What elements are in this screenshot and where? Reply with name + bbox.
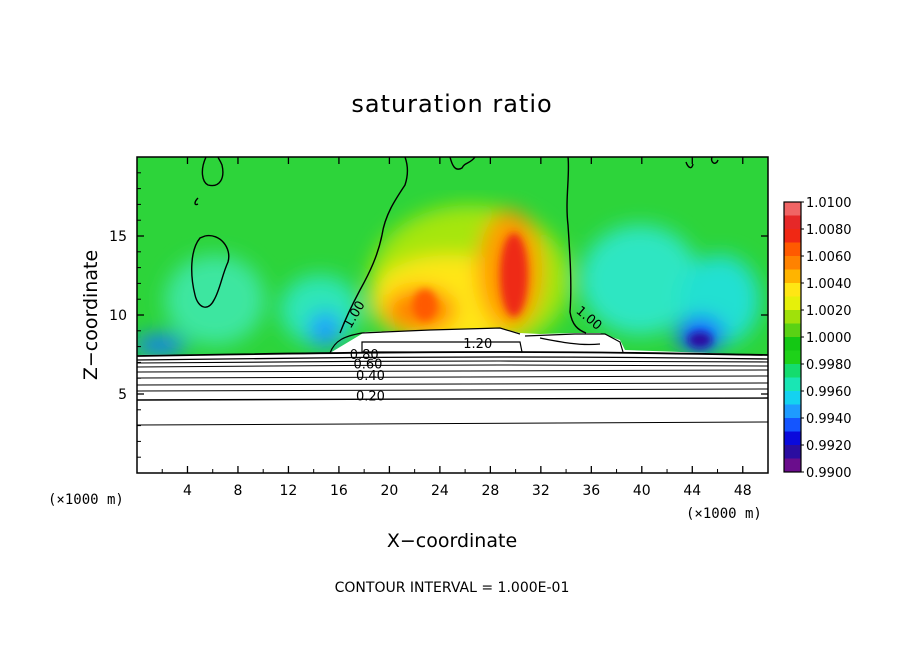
colorbar-label: 1.0040 (806, 277, 852, 292)
colorbar-swatch (784, 229, 801, 243)
y-axis: 5 10 15 (109, 172, 768, 458)
colorbar-label: 1.0080 (806, 223, 852, 238)
colorbar-swatch (784, 283, 801, 297)
x-tick-label: 44 (683, 483, 701, 499)
colorbar-label: 0.9960 (806, 385, 852, 400)
contour-label: 0.60 (353, 358, 382, 373)
colorbar-swatch (784, 377, 801, 391)
field-blue-left (137, 335, 186, 355)
contour-label-text: 0.20 (356, 389, 385, 404)
x-tick-label: 16 (330, 483, 348, 499)
contour-label-text: 0.60 (353, 358, 382, 373)
colorbar-label: 1.0060 (806, 250, 852, 265)
y-tick-label: 15 (109, 229, 127, 245)
colorbar-swatch (784, 310, 801, 324)
colorbar-swatch (784, 458, 801, 472)
colorbar-swatch (784, 350, 801, 364)
x-unit-left: (×1000 m) (48, 492, 124, 508)
contours-1-00 (191, 157, 719, 334)
colorbar-swatch (784, 256, 801, 270)
colorbar-swatch (784, 269, 801, 283)
colorbar-swatch (784, 418, 801, 432)
cloud-contours (329, 327, 624, 354)
colorbar-swatch (784, 404, 801, 418)
colorbar-swatch (784, 296, 801, 310)
x-tick-label: 4 (183, 483, 192, 499)
colorbar-swatch (784, 391, 801, 405)
contour-label: 1.20 (463, 337, 492, 352)
x-tick-label: 20 (380, 483, 398, 499)
y-tick-label: 5 (118, 387, 127, 403)
colorbar-swatch (784, 242, 801, 256)
colorbar-swatch (784, 364, 801, 378)
x-tick-label: 40 (633, 483, 651, 499)
y-tick-label: 10 (109, 308, 127, 324)
field-blue-mid (309, 312, 341, 348)
colorbar-label: 0.9920 (806, 439, 852, 454)
x-tick-label: 8 (233, 483, 242, 499)
x-tick-label: 32 (532, 483, 550, 499)
colorbar-label: 1.0020 (806, 304, 852, 319)
contour-label-text: 1.20 (463, 337, 492, 352)
y-axis-label: Z−coordinate (80, 250, 102, 380)
field-cyan-right (580, 225, 700, 335)
field-red-core (500, 233, 528, 317)
colorbar-label: 1.0100 (806, 196, 852, 211)
x-axis-label: X−coordinate (387, 530, 517, 552)
colorbar-swatch (784, 431, 801, 445)
contour-label: 0.40 (356, 369, 385, 384)
x-unit-right: (×1000 m) (686, 506, 762, 522)
x-tick-label: 24 (431, 483, 449, 499)
x-tick-label: 28 (481, 483, 499, 499)
colorbar-swatch (784, 323, 801, 337)
contour-interval-note: CONTOUR INTERVAL = 1.000E-01 (335, 580, 570, 596)
contour-label: 0.80 (350, 348, 379, 363)
chart-title: saturation ratio (351, 90, 552, 118)
plot-area: 1.00 1.001.200.800.600.400.20 (137, 157, 768, 473)
x-tick-label: 36 (582, 483, 600, 499)
field-cyan-left (165, 255, 265, 345)
contour-label-text: 0.80 (350, 348, 379, 363)
colorbar-swatch (784, 445, 801, 459)
low-level-contours (137, 351, 768, 426)
contour-label-text: 0.40 (356, 369, 385, 384)
field-cores (413, 233, 712, 348)
colorbar-label: 0.9980 (806, 358, 852, 373)
x-tick-label: 48 (734, 483, 752, 499)
x-axis: 4 8 12 16 20 24 28 32 36 40 44 48 (161, 157, 752, 499)
field-red-low (413, 289, 437, 321)
colorbar-label: 0.9900 (806, 466, 852, 481)
colorbar: 0.9900 0.9920 0.9940 0.9960 0.9980 1.0000 1.00… (783, 196, 852, 481)
contour-labels: 1.00 1.001.200.800.600.400.20 (341, 299, 604, 405)
colorbar-swatch (784, 337, 801, 351)
cloud-region (137, 328, 768, 473)
colorbar-swatch (784, 215, 801, 229)
colorbar-swatch (784, 202, 801, 216)
colorbar-label: 1.0000 (806, 331, 852, 346)
x-tick-label: 12 (280, 483, 298, 499)
colorbar-label: 0.9940 (806, 412, 852, 427)
field-darkblue-right (688, 332, 712, 348)
contour-label: 0.20 (356, 389, 385, 404)
